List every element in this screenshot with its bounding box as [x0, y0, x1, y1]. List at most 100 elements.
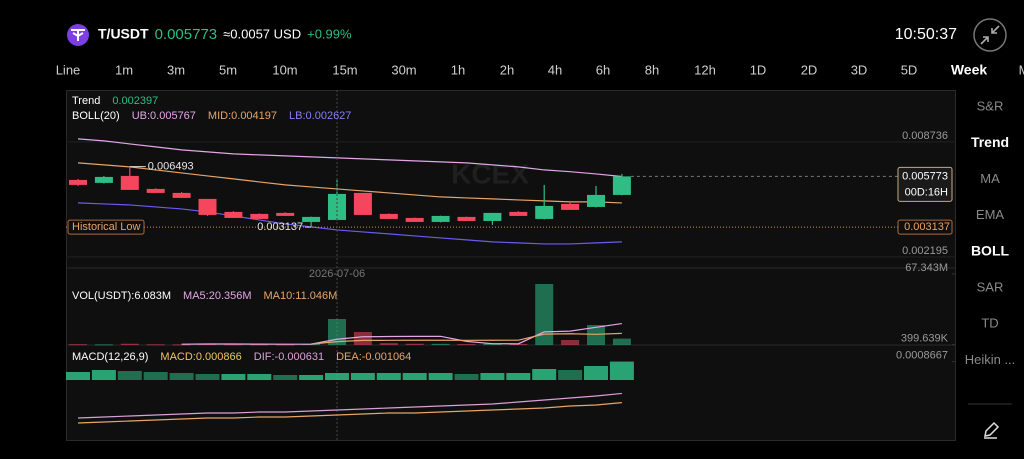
macd-bar [66, 372, 90, 380]
volume-bar [483, 343, 502, 345]
macd-bar [221, 374, 246, 380]
volume-bar [276, 344, 295, 346]
timeframe-tab[interactable]: 10m [272, 62, 297, 77]
timeframe-tab[interactable]: 6h [596, 62, 610, 77]
legend-item: MA5:20.356M [183, 290, 251, 302]
timeframe-tab[interactable]: 3D [851, 62, 868, 77]
volume-bar [172, 344, 191, 346]
legend-item: Trend [72, 95, 100, 107]
indicator-line [77, 138, 622, 178]
candle-body [94, 176, 113, 183]
indicator-line [77, 162, 622, 204]
indicator-line [77, 202, 622, 245]
timeframe-tab[interactable]: Line [56, 62, 81, 77]
historical-low-tag [67, 219, 145, 235]
macd-bar [376, 373, 401, 380]
indicator-tab[interactable]: EMA [976, 207, 1005, 222]
historical-low-box [897, 219, 953, 235]
legend-item: MA10:11.046M [264, 290, 338, 302]
timeframe-tab[interactable]: 3m [167, 62, 185, 77]
volume-bar [431, 343, 450, 345]
timeframe-tab[interactable]: 12h [694, 62, 716, 77]
legend-item: MACD:0.000866 [160, 351, 241, 363]
macd-bar [169, 373, 194, 380]
macd-bar [91, 370, 116, 380]
volume-bar [146, 344, 165, 346]
legend-item: UB:0.005767 [132, 110, 196, 122]
macd-bar [247, 374, 272, 380]
icon-glyph [71, 29, 85, 41]
indicator-tab[interactable]: MA [980, 171, 1000, 186]
indicator-line [77, 402, 622, 424]
legend-item: 0.002397 [112, 95, 158, 107]
legend-item: DIF:-0.000631 [254, 351, 324, 363]
legend-item: LB:0.002627 [289, 110, 351, 122]
timeframe-tab[interactable]: Week [951, 62, 988, 78]
legend-item: DEA:-0.001064 [336, 351, 411, 363]
candle-body [120, 175, 139, 190]
timeframe-tab[interactable]: 5D [901, 62, 918, 77]
candle-body [302, 216, 321, 222]
historical-low-value: 0.003137 [904, 221, 950, 233]
timeframe-tab[interactable]: 4h [548, 62, 562, 77]
volume-bar [405, 343, 424, 345]
candle-body [69, 179, 87, 185]
volume-bar [587, 324, 605, 345]
volume-bar [509, 343, 528, 345]
macd-bar [454, 374, 479, 380]
timeframe-tab[interactable]: 1h [451, 62, 465, 77]
macd-bar [532, 369, 557, 380]
timeframe-tab[interactable]: 8h [645, 62, 659, 77]
indicator-tab[interactable]: BOLL [971, 243, 1010, 259]
indicator-tab[interactable]: SAR [977, 279, 1004, 294]
y-tick-label: 67.343M [905, 262, 948, 274]
indicator-tab[interactable]: Trend [971, 134, 1009, 150]
candle-body [509, 211, 528, 216]
edit-glyph [984, 421, 1000, 439]
candle-body [431, 215, 450, 222]
volume-bar [379, 343, 398, 345]
macd-bar [584, 366, 608, 380]
timeframe-tab[interactable]: 30m [391, 62, 416, 77]
timeframe-tab[interactable]: 2D [801, 62, 818, 77]
watermark: KCEX [451, 158, 529, 189]
crosshair-date: 2026-07-06 [309, 268, 365, 280]
candle-body [172, 192, 191, 198]
indicator-tab[interactable]: TD [981, 316, 998, 331]
candle-body [250, 213, 269, 219]
timeframe-tab[interactable]: M [1019, 62, 1024, 77]
timeframe-tab[interactable]: 1m [115, 62, 133, 77]
volume-bar [457, 344, 476, 346]
macd-bar [558, 370, 583, 380]
indicator-tab[interactable]: S&R [977, 98, 1004, 113]
timeframe-tab[interactable]: 1D [750, 62, 767, 77]
collapse-button[interactable] [973, 18, 1007, 52]
app-icon[interactable] [67, 24, 89, 46]
pair-name: T/USDT [98, 26, 149, 42]
last-price: 0.005773 [155, 26, 218, 43]
legend-item: MACD(12,26,9) [72, 351, 148, 363]
edit-button[interactable] [984, 421, 1000, 439]
macd-bar [428, 373, 453, 380]
approx-price: ≈0.0057 USD [223, 26, 301, 41]
macd-bar [195, 374, 220, 380]
legend-item: MID:0.004197 [208, 110, 277, 122]
candle-body [587, 194, 605, 207]
candle-body [612, 176, 631, 195]
legend-item: BOLL(20) [72, 110, 120, 122]
volume-bar [612, 338, 631, 345]
timeframe-tab[interactable]: 2h [500, 62, 514, 77]
legend-item: VOL(USDT):6.083M [72, 290, 171, 302]
macd-bar [402, 373, 427, 380]
indicator-tab[interactable]: Heikin ... [965, 352, 1016, 367]
candle-body [483, 212, 502, 221]
low-annotation: 0.003137 [257, 221, 303, 233]
candle-body [535, 205, 554, 219]
timeframe-tab[interactable]: 5m [219, 62, 237, 77]
timeframe-tab[interactable]: 15m [332, 62, 357, 77]
macd-bar [480, 373, 505, 380]
macd-bar [325, 373, 349, 380]
macd-bar [117, 371, 142, 380]
macd-bar [273, 375, 298, 380]
